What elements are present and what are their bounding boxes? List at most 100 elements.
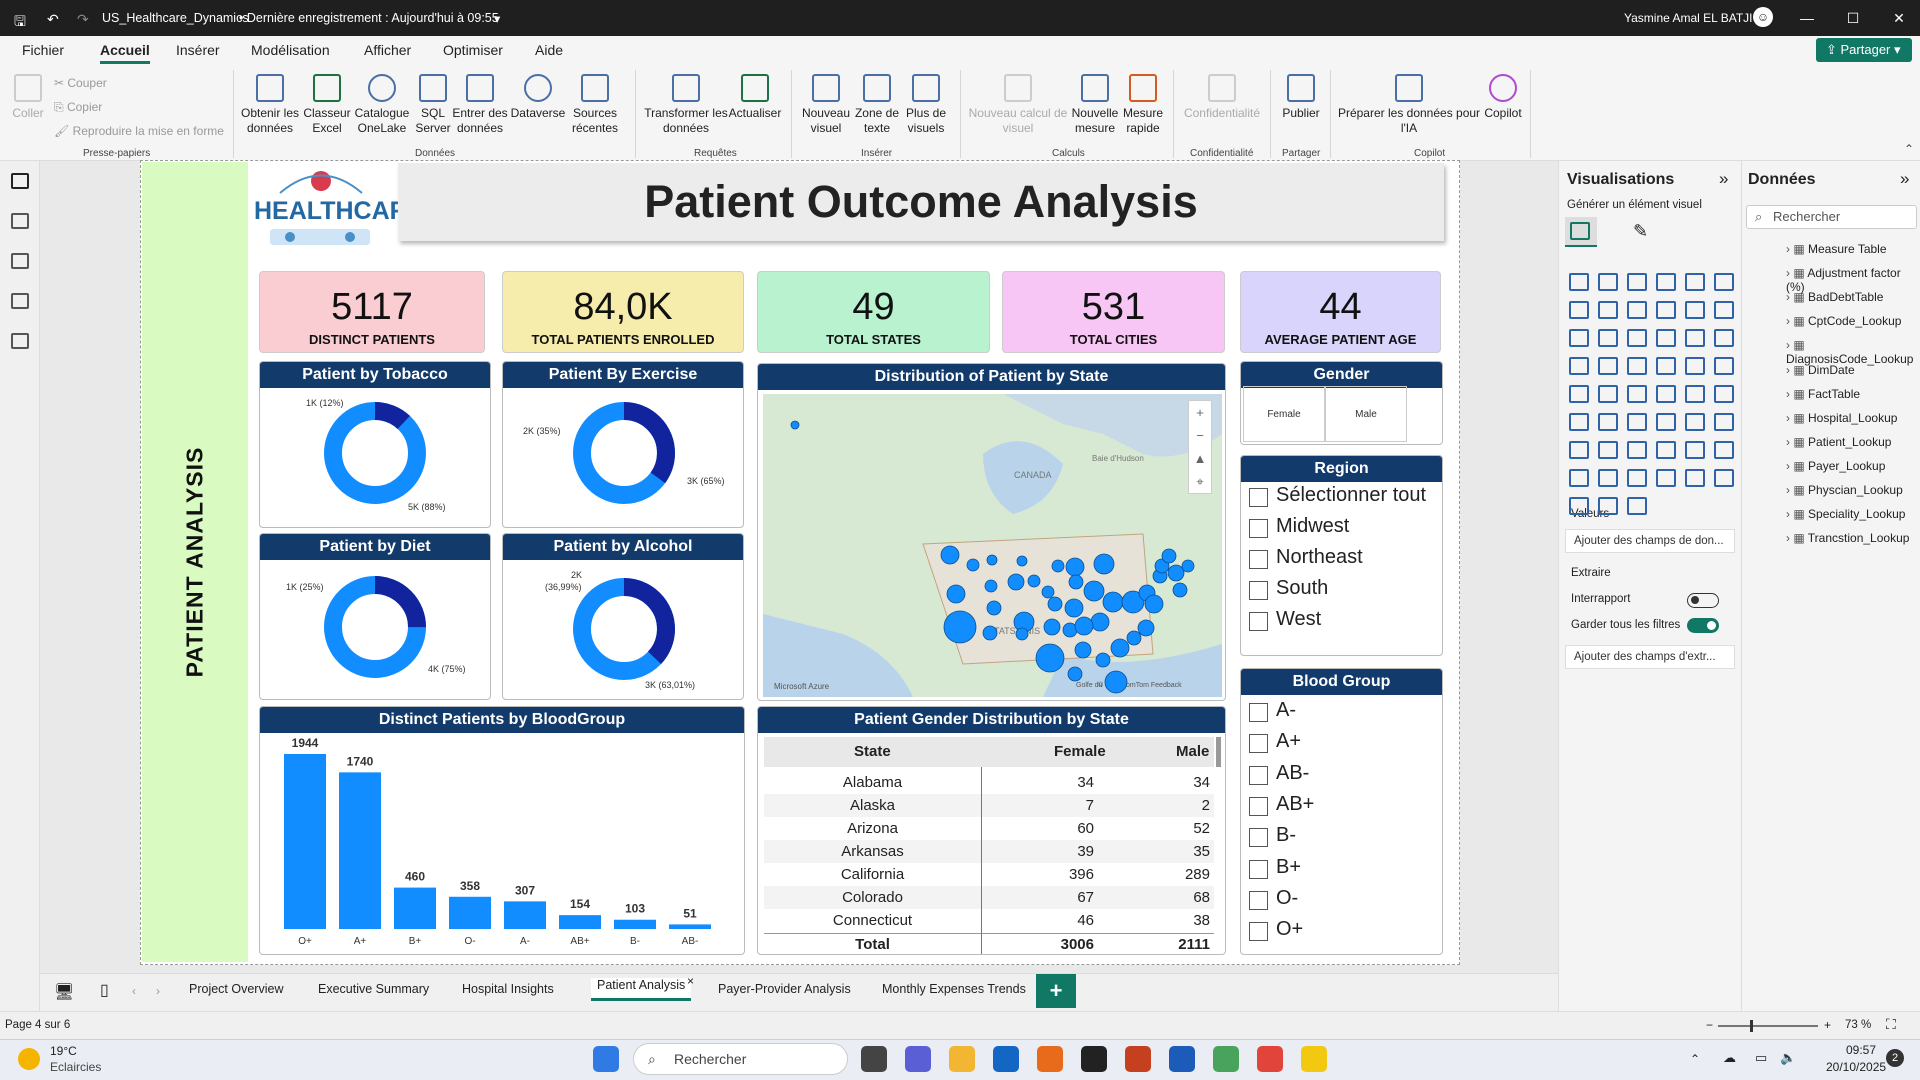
table-view-icon[interactable] <box>11 213 29 229</box>
region-checkbox[interactable] <box>1249 550 1268 569</box>
zoom-in-button[interactable]: + <box>1196 405 1204 420</box>
blood-group-checkbox[interactable] <box>1249 890 1268 910</box>
cross-report-toggle[interactable] <box>1687 593 1719 608</box>
file-explorer-icon[interactable] <box>949 1046 975 1072</box>
visual-type-icon[interactable] <box>1656 357 1676 375</box>
blood-group-option[interactable]: AB+ <box>1276 792 1315 815</box>
bar[interactable] <box>669 924 711 929</box>
page-tab[interactable]: Hospital Insights <box>462 982 554 996</box>
location-button[interactable]: ⌖ <box>1196 474 1204 489</box>
minimize-button[interactable]: — <box>1800 10 1814 26</box>
page-tab[interactable]: Payer-Provider Analysis <box>718 982 851 996</box>
map-bubble[interactable] <box>1137 619 1155 637</box>
map-bubble[interactable] <box>982 625 998 641</box>
copilot-button[interactable]: Copilot <box>1478 74 1528 121</box>
donut-segment-minor[interactable] <box>324 576 426 678</box>
avatar-icon[interactable]: ☺ <box>1753 7 1773 27</box>
visual-type-icon[interactable] <box>1598 497 1618 515</box>
menu-optimize[interactable]: Optimiser <box>443 42 503 58</box>
map-bubble[interactable] <box>1121 590 1145 614</box>
data-table-item[interactable]: BadDebtTable <box>1786 290 1883 304</box>
kpi-total-states[interactable]: 49 TOTAL STATES <box>757 271 990 353</box>
region-checkbox[interactable] <box>1249 612 1268 631</box>
menu-file[interactable]: Fichier <box>22 42 65 58</box>
donut-segment-minor[interactable] <box>324 402 426 504</box>
blood-group-option[interactable]: O- <box>1276 886 1299 909</box>
blood-group-option[interactable]: A+ <box>1276 730 1302 753</box>
data-table-item[interactable]: Trancstion_Lookup <box>1786 531 1910 545</box>
visual-type-icon[interactable] <box>1569 441 1589 459</box>
dax-view-icon[interactable] <box>11 293 29 309</box>
data-search-input[interactable]: ⌕ Rechercher <box>1746 205 1917 229</box>
sql-server-button[interactable]: SQL Server <box>412 74 454 136</box>
clock-date[interactable]: 20/10/2025 <box>1826 1060 1887 1074</box>
visual-type-icon[interactable] <box>1656 413 1676 431</box>
visual-type-icon[interactable] <box>1627 497 1647 515</box>
display-icon[interactable]: ▭ <box>1755 1050 1768 1065</box>
collapse-ribbon-icon[interactable]: ⌃ <box>1904 142 1915 156</box>
region-option[interactable]: Sélectionner tout <box>1276 484 1427 506</box>
map-bubble[interactable] <box>1090 612 1110 632</box>
prep-ai-button[interactable]: Préparer les données pour l'IA <box>1336 74 1482 136</box>
blood-slicer[interactable]: Blood Group <box>1240 668 1443 955</box>
refresh-button[interactable]: Actualiser <box>727 74 783 121</box>
map-bubble[interactable] <box>1035 643 1065 673</box>
chrome-icon[interactable] <box>1257 1046 1283 1072</box>
format-painter-button[interactable]: 🖌 Reproduire la mise en forme <box>54 124 224 138</box>
maximize-button[interactable]: ☐ <box>1846 10 1860 26</box>
map-bubble[interactable] <box>1144 594 1164 614</box>
blood-group-checkbox[interactable] <box>1249 796 1268 816</box>
zoom-slider[interactable] <box>1718 1020 1818 1032</box>
weather-icon[interactable] <box>18 1048 40 1070</box>
map-bubble[interactable] <box>1047 596 1063 612</box>
bar[interactable] <box>559 915 601 929</box>
map-bubble[interactable] <box>1043 618 1061 636</box>
visual-type-icon[interactable] <box>1714 385 1734 403</box>
powerbi-icon[interactable] <box>1301 1046 1327 1072</box>
desktop-layout-icon[interactable]: 🖥 <box>54 984 75 1001</box>
onelake-button[interactable]: Catalogue OneLake <box>352 74 412 136</box>
copy-button[interactable]: ⎘ Copier <box>54 100 103 114</box>
map-bubble[interactable] <box>1064 598 1084 618</box>
new-visual-button[interactable]: Nouveau visuel <box>798 74 854 136</box>
word-icon[interactable] <box>1169 1046 1195 1072</box>
blood-group-checkbox[interactable] <box>1249 765 1268 785</box>
visual-type-icon[interactable] <box>1627 469 1647 487</box>
task-view-icon[interactable] <box>861 1046 887 1072</box>
visual-type-icon[interactable] <box>1685 329 1705 347</box>
bar[interactable] <box>449 896 491 929</box>
zoom-out-icon[interactable]: − <box>1706 1018 1714 1032</box>
bar[interactable] <box>339 772 381 929</box>
dataverse-button[interactable]: Dataverse <box>508 74 568 121</box>
visual-type-icon[interactable] <box>1598 413 1618 431</box>
visual-type-icon[interactable] <box>1569 469 1589 487</box>
map-style-button[interactable]: ▲ <box>1193 451 1207 466</box>
blood-group-option[interactable]: A- <box>1276 699 1296 721</box>
visual-type-icon[interactable] <box>1714 441 1734 459</box>
table-row[interactable]: Alabama 34 34 <box>764 771 1214 794</box>
menu-home[interactable]: Accueil <box>100 42 150 64</box>
map-bubble[interactable] <box>1015 627 1029 641</box>
new-measure-button[interactable]: Nouvelle mesure <box>1068 74 1122 136</box>
map-bubble[interactable] <box>986 554 998 566</box>
drillthrough-well[interactable]: Ajouter des champs d'extr... <box>1565 645 1735 669</box>
table-total-row[interactable]: Total 3006 2111 <box>764 933 1214 954</box>
volume-icon[interactable]: 🔈 <box>1780 1050 1797 1065</box>
close-tab-icon[interactable]: × <box>687 974 695 988</box>
data-table-item[interactable]: Speciality_Lookup <box>1786 507 1905 521</box>
visual-type-icon[interactable] <box>1569 385 1589 403</box>
add-page-button[interactable]: + <box>1036 974 1076 1008</box>
map-bubble[interactable] <box>790 420 800 430</box>
visual-type-icon[interactable] <box>1598 469 1618 487</box>
menu-help[interactable]: Aide <box>535 42 564 58</box>
visual-type-icon[interactable] <box>1627 441 1647 459</box>
region-option[interactable]: Midwest <box>1276 515 1350 537</box>
bloodgroup-bar-card[interactable]: Distinct Patients by BloodGroup 1944 O+ 17… <box>259 706 745 955</box>
visual-type-icon[interactable] <box>1656 385 1676 403</box>
table-row[interactable]: Colorado 67 68 <box>764 886 1214 909</box>
blood-group-option[interactable]: B+ <box>1276 855 1302 878</box>
collapse-icon[interactable]: » <box>1719 169 1729 188</box>
map-bubble[interactable] <box>1126 630 1142 646</box>
visual-type-icon[interactable] <box>1685 273 1705 291</box>
visual-type-icon[interactable] <box>1627 357 1647 375</box>
